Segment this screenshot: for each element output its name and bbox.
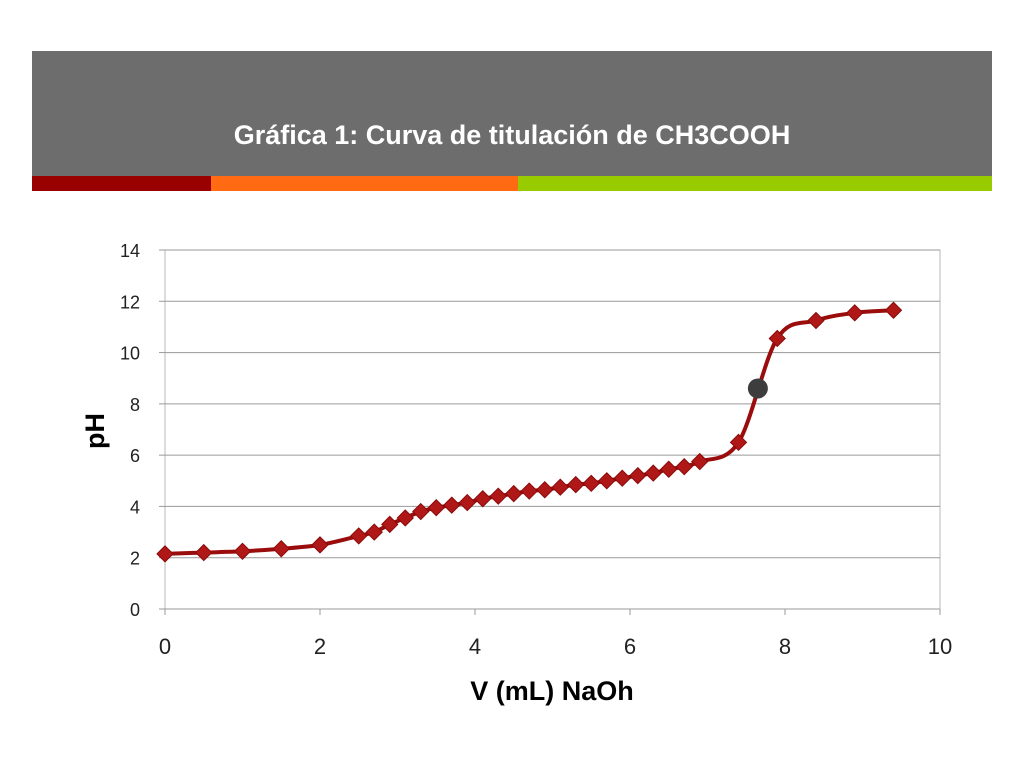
data-point-marker [350, 527, 368, 545]
data-point-marker [489, 487, 507, 505]
y-tick-label: 14 [120, 241, 140, 261]
accent-segment-orange [211, 176, 518, 191]
data-point-marker [536, 481, 554, 499]
data-point-marker [156, 545, 174, 563]
data-point-marker [365, 523, 383, 541]
annotation-group [747, 378, 768, 399]
data-point-marker [582, 474, 600, 493]
data-point-marker [474, 490, 492, 508]
x-tick-label: 4 [469, 634, 481, 659]
data-point-marker [567, 475, 585, 494]
x-tick-label: 6 [624, 634, 636, 659]
data-point-marker [233, 542, 252, 561]
data-point-marker [381, 515, 399, 534]
data-point-marker [598, 472, 616, 490]
accent-segment-red [32, 176, 211, 191]
data-point-marker [613, 469, 631, 487]
data-point-marker [729, 433, 748, 452]
x-axis-ticks: 0 2 4 6 8 10 [159, 609, 952, 659]
data-point-marker [195, 543, 213, 562]
x-tick-label: 2 [314, 634, 326, 659]
accent-strip [32, 176, 992, 191]
y-tick-label: 4 [130, 497, 140, 517]
data-point-marker [691, 452, 709, 471]
data-point-marker [551, 478, 569, 496]
y-tick-label: 8 [130, 395, 140, 415]
x-tick-label: 8 [779, 634, 791, 659]
series-group [156, 301, 903, 563]
data-point-marker [884, 301, 903, 319]
data-point-marker [412, 502, 430, 521]
data-point-marker [505, 484, 523, 503]
x-tick-label: 0 [159, 634, 171, 659]
gridlines [159, 249, 940, 610]
data-point-marker [807, 311, 825, 330]
chart-title: Gráfica 1: Curva de titulación de CH3COO… [233, 120, 791, 150]
data-point-marker [311, 536, 329, 554]
data-point-marker [427, 499, 445, 517]
y-tick-label: 12 [120, 292, 140, 312]
data-point-marker [660, 460, 678, 478]
y-tick-label: 0 [130, 600, 140, 620]
data-point-marker [846, 304, 864, 322]
x-axis-title: V (mL) NaOh [470, 676, 634, 706]
y-tick-label: 6 [130, 446, 140, 466]
data-point-marker [443, 496, 461, 514]
data-point-marker [272, 540, 290, 558]
y-tick-label: 10 [120, 344, 140, 364]
title-bar: Gráfica 1: Curva de titulación de CH3COO… [32, 51, 992, 176]
y-axis-ticks: 0 2 4 6 8 10 12 14 [120, 241, 140, 620]
y-axis-title: pH [80, 413, 110, 449]
data-point-marker [644, 464, 662, 482]
data-point-marker [675, 457, 693, 476]
data-point-marker [520, 482, 538, 500]
data-point-marker [629, 466, 647, 485]
x-tick-label: 10 [928, 634, 952, 659]
accent-segment-green [518, 176, 992, 191]
data-point-marker [458, 493, 476, 512]
data-point-marker [768, 329, 786, 348]
data-point-marker [396, 509, 414, 527]
y-tick-label: 2 [130, 549, 140, 569]
equivalence-point-marker [747, 378, 768, 399]
